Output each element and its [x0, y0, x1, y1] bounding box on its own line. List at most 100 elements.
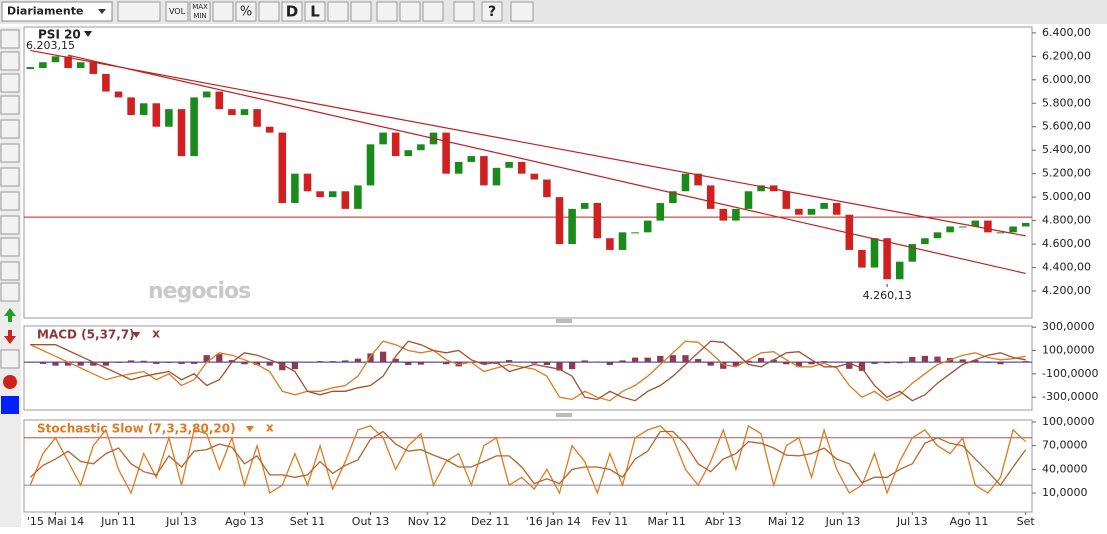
- x-tick-label: Jun 11: [100, 515, 136, 528]
- zoom-out-button[interactable]: [422, 1, 444, 22]
- candle: [39, 62, 47, 69]
- zoom-in-button[interactable]: [399, 1, 421, 22]
- histogram-bar: [531, 362, 538, 364]
- y-tick-label: 300,0000: [1042, 320, 1095, 333]
- close-button[interactable]: x: [266, 421, 274, 435]
- tool-channel[interactable]: [0, 261, 20, 281]
- candle: [354, 185, 362, 209]
- x-tick-label: '16 Jan 14: [526, 515, 581, 528]
- histogram-bar: [367, 353, 374, 363]
- percent-label: %: [240, 5, 252, 20]
- y-tick-label: 5.800,00: [1042, 96, 1091, 109]
- chart-style-button[interactable]: [117, 1, 161, 22]
- candle: [492, 167, 501, 186]
- candle: [366, 144, 375, 186]
- histogram-bar: [316, 361, 324, 363]
- tool-hand[interactable]: [0, 29, 20, 49]
- y-tick-label: 5.400,00: [1042, 143, 1091, 156]
- crosshair-button[interactable]: [327, 1, 349, 22]
- trendline: [67, 54, 1026, 274]
- panel-frame: [23, 419, 1033, 513]
- x-tick-label: Fev 11: [592, 515, 629, 528]
- tool-delete[interactable]: [3, 375, 17, 389]
- histogram-bar: [997, 362, 1004, 365]
- candle: [555, 197, 564, 245]
- histogram-bar: [417, 362, 425, 365]
- tool-fib[interactable]: [0, 191, 20, 211]
- indicator-line: [30, 340, 1026, 402]
- candle: [139, 103, 148, 116]
- tool-hline[interactable]: [0, 73, 20, 93]
- candle: [265, 126, 274, 133]
- histogram-bar: [405, 362, 412, 365]
- help-button[interactable]: [481, 1, 503, 22]
- y-tick-label: 6.000,00: [1042, 73, 1091, 86]
- panel-frame: [23, 26, 1033, 319]
- histogram-bar: [808, 362, 815, 365]
- y-tick-label: 5.600,00: [1042, 120, 1091, 133]
- maxmin-button[interactable]: [189, 1, 211, 22]
- book-button[interactable]: [510, 1, 534, 22]
- candle: [1009, 226, 1017, 233]
- histogram-bar: [392, 358, 399, 363]
- candle: [694, 173, 702, 186]
- candle: [177, 109, 186, 157]
- d-button[interactable]: [281, 1, 303, 22]
- histogram-bar: [379, 351, 387, 363]
- histogram-bar: [430, 362, 437, 363]
- tool-s[interactable]: [0, 282, 20, 302]
- watermark: negocios: [148, 279, 251, 304]
- tool-circle[interactable]: [0, 143, 20, 163]
- tool-grid[interactable]: [0, 215, 20, 235]
- tool-down-arrow[interactable]: [4, 330, 16, 344]
- period-select[interactable]: [1, 1, 113, 22]
- candle: [921, 238, 929, 245]
- candle: [1021, 222, 1030, 227]
- print-button[interactable]: [453, 1, 475, 22]
- tool-up-arrow[interactable]: [4, 308, 16, 322]
- indicator-line: [30, 340, 1026, 402]
- tool-arc[interactable]: [0, 237, 20, 257]
- candle: [127, 97, 135, 116]
- histogram-bar: [266, 362, 273, 366]
- compare-button[interactable]: [258, 1, 280, 22]
- tool-text[interactable]: [0, 349, 20, 369]
- candle: [996, 232, 1005, 234]
- vol-button[interactable]: [165, 1, 189, 22]
- histogram-bar: [644, 357, 651, 363]
- tool-pen[interactable]: [0, 167, 20, 187]
- candle: [89, 62, 98, 74]
- tool-line[interactable]: [0, 51, 20, 71]
- histogram-bar: [745, 360, 752, 363]
- candle: [202, 91, 211, 98]
- candle: [795, 208, 803, 215]
- y-tick-label: 6.200,00: [1042, 49, 1091, 62]
- candle: [152, 103, 161, 127]
- candle: [165, 109, 173, 127]
- histogram-bar: [178, 362, 185, 364]
- tool-color[interactable]: [1, 396, 19, 414]
- x-tick-label: Ago 11: [950, 515, 989, 528]
- x-tick-label: Nov 12: [408, 515, 447, 528]
- x-tick-label: Set: [1017, 515, 1036, 528]
- tool-ray[interactable]: [0, 95, 20, 115]
- candle: [908, 244, 917, 262]
- l-button[interactable]: [304, 1, 326, 22]
- candle: [76, 62, 85, 69]
- y-tick-label: 5.000,00: [1042, 190, 1091, 203]
- histogram-bar: [770, 359, 777, 363]
- draw-button[interactable]: [376, 1, 398, 22]
- tool-rect[interactable]: [0, 119, 20, 139]
- histogram-bar: [228, 360, 236, 363]
- candle: [669, 191, 677, 204]
- histogram-bar: [568, 362, 576, 370]
- x-tick-label: Dez 11: [471, 515, 510, 528]
- candle: [442, 132, 450, 174]
- candle: [417, 144, 425, 151]
- crosshair2-button[interactable]: [350, 1, 372, 22]
- percent-button[interactable]: [235, 1, 257, 22]
- close-button[interactable]: x: [152, 327, 160, 341]
- grid-button[interactable]: [212, 1, 234, 22]
- candle: [404, 150, 413, 157]
